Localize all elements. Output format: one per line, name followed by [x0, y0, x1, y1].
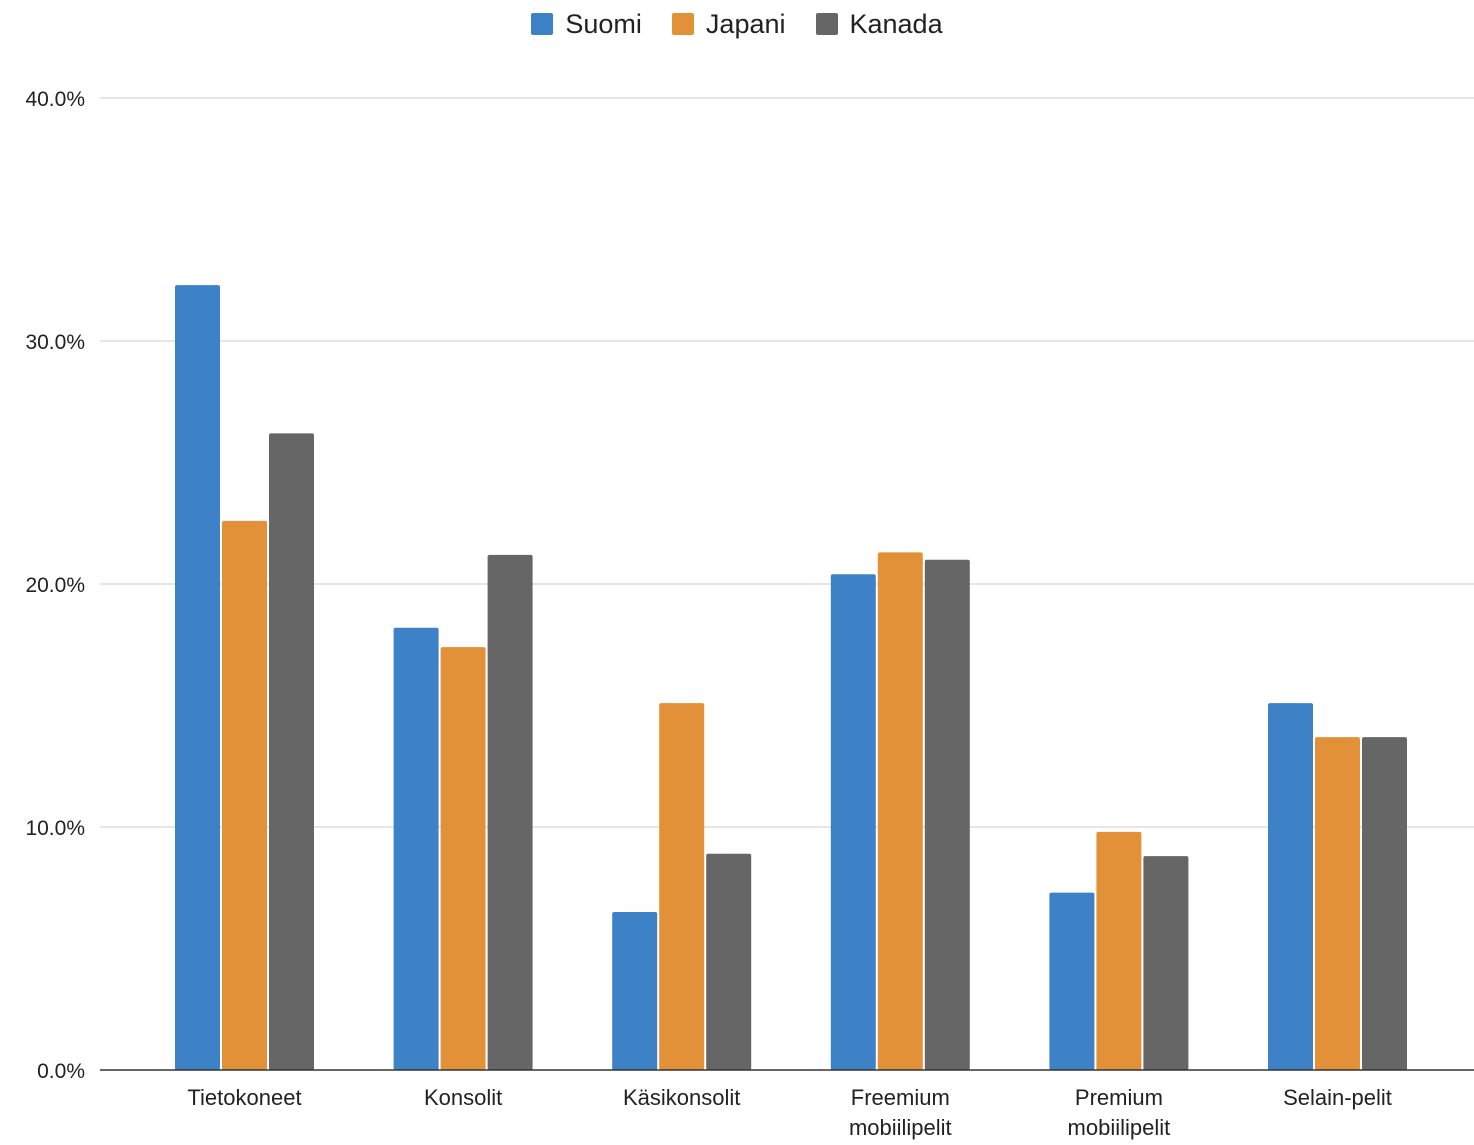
bar-suomi-3 — [830, 574, 876, 1070]
x-tick-label: Premium mobiilipelit — [1068, 1085, 1171, 1140]
y-tick-label: 40.0% — [25, 88, 85, 111]
legend-swatch-kanada — [815, 13, 838, 35]
bar-suomi-5 — [1268, 703, 1313, 1070]
bar-japani-2 — [659, 703, 705, 1070]
bar-kanada-3 — [924, 559, 970, 1070]
y-tick-label: 30.0% — [25, 331, 85, 354]
bar-japani-3 — [877, 552, 923, 1070]
legend-item-japani: Japani — [671, 8, 786, 40]
y-tick-label: 20.0% — [25, 574, 85, 597]
y-tick-label: 10.0% — [25, 817, 85, 840]
bar-japani-0 — [222, 520, 267, 1070]
x-tick-label: Tietokoneet — [187, 1085, 301, 1110]
bar-kanada-5 — [1362, 737, 1407, 1070]
bar-suomi-2 — [612, 912, 658, 1070]
x-tick-label: Käsikonsolit — [623, 1085, 740, 1110]
x-tick-label: Konsolit — [424, 1085, 502, 1110]
bar-japani-5 — [1315, 737, 1360, 1070]
legend-item-kanada: Kanada — [815, 8, 943, 40]
legend-label-kanada: Kanada — [849, 8, 943, 39]
legend-item-suomi: Suomi — [531, 9, 642, 40]
bar-kanada-2 — [706, 853, 752, 1070]
bar-japani-1 — [440, 647, 486, 1070]
legend-swatch-suomi — [531, 13, 554, 35]
bar-suomi-0 — [175, 285, 220, 1070]
bar-suomi-4 — [1049, 892, 1095, 1070]
bar-kanada-0 — [269, 433, 314, 1071]
y-tick-label: 0.0% — [37, 1060, 85, 1083]
bar-kanada-1 — [487, 554, 533, 1070]
bar-kanada-4 — [1143, 856, 1189, 1070]
x-tick-label: Freemium mobiilipelit — [849, 1085, 952, 1140]
x-tick-label: Selain-pelit — [1283, 1085, 1392, 1110]
bar-japani-4 — [1096, 831, 1142, 1070]
legend-swatch-japani — [671, 13, 694, 35]
legend-label-suomi: Suomi — [565, 8, 642, 39]
bar-suomi-1 — [393, 627, 439, 1070]
legend-label-japani: Japani — [705, 8, 786, 39]
chart-legend: Suomi Japani Kanada — [0, 4, 1474, 44]
